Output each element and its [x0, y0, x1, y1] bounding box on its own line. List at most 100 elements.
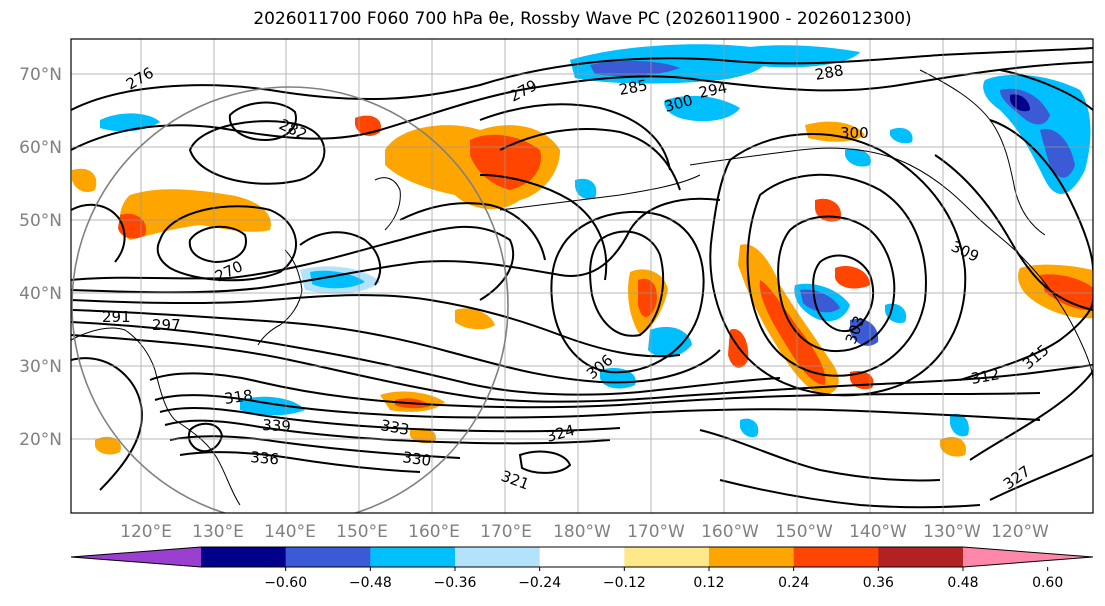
contour-label: 291: [102, 308, 131, 326]
positive-anomaly-region: [119, 189, 271, 240]
contour-line: [719, 479, 981, 509]
colorbar-label: −0.60: [264, 575, 307, 591]
contour-label: 336: [250, 448, 280, 468]
contour-line: [299, 231, 382, 286]
colorbar-label: 0.12: [693, 575, 724, 591]
contour-line: [71, 321, 781, 396]
negative-anomaly-region: [1040, 129, 1075, 178]
positive-anomaly-region: [638, 278, 657, 318]
contour-label: 288: [814, 61, 845, 84]
lon-label: 120°W: [991, 522, 1049, 542]
positive-anomaly-region: [455, 308, 495, 330]
negative-anomaly-region: [890, 127, 913, 144]
colorbar-segment: [285, 547, 371, 567]
lon-label: 160°W: [701, 522, 759, 542]
lon-label: 130°W: [923, 522, 981, 542]
negative-anomaly-region: [664, 95, 740, 122]
negative-anomaly-region: [845, 148, 871, 167]
lat-label: 40°N: [19, 284, 62, 304]
contour-line: [550, 211, 705, 374]
lon-label: 120°E: [120, 522, 172, 542]
longitude-labels: 120°E 130°E 140°E 150°E 160°E 170°E 180°…: [120, 522, 1049, 542]
coastlines: [71, 69, 1093, 506]
contour-line: [71, 309, 721, 384]
contour-line: [989, 119, 1093, 271]
map-panel: 276 279 282 285 288 294 300 303 306 309 …: [71, 39, 1093, 513]
colorbar: −0.60 −0.48 −0.36 −0.24 −0.12 0.12 0.24 0.36 0.4…: [70, 546, 1094, 591]
negative-anomaly-region: [740, 418, 759, 438]
lon-label: 150°E: [336, 522, 388, 542]
contour-label: 300: [840, 124, 869, 142]
colorbar-label: −0.48: [349, 575, 392, 591]
contour-line: [479, 103, 671, 171]
colorbar-segment: [539, 547, 625, 567]
contour-line: [589, 230, 664, 337]
positive-anomaly-region: [940, 436, 966, 457]
colorbar-label: 0.60: [1032, 575, 1063, 591]
contour-line: [399, 202, 546, 261]
latitude-labels: 70°N 60°N 50°N 40°N 30°N 20°N: [19, 65, 62, 450]
range-ring: [71, 86, 509, 513]
map-frame: [70, 38, 1094, 514]
colorbar-segment: [709, 547, 795, 567]
coastline-na: [919, 69, 1046, 236]
contour-line: [169, 435, 461, 459]
negative-anomaly-region: [800, 289, 840, 313]
colorbar-segment: [455, 547, 541, 567]
colorbar-label: 0.48: [947, 575, 978, 591]
colorbar-segment: [370, 547, 456, 567]
negative-anomaly-region: [950, 413, 969, 437]
contour-label: 318: [223, 386, 254, 408]
positive-anomaly-region: [72, 168, 97, 192]
lon-label: 130°E: [192, 522, 244, 542]
colorbar-extend-low: [71, 547, 201, 567]
positive-anomaly-region: [805, 121, 865, 142]
contour-line: [709, 133, 967, 397]
negative-anomaly-region: [310, 270, 365, 289]
contour-line: [479, 174, 608, 281]
positive-anomaly-region: [95, 436, 121, 455]
contour-line: [179, 451, 421, 473]
contour-line: [71, 334, 1093, 403]
lat-label: 50°N: [19, 211, 62, 231]
negative-anomaly-region: [600, 367, 636, 389]
colorbar-label: −0.36: [434, 575, 477, 591]
colorbar-segment: [624, 547, 710, 567]
coastline-alaska: [689, 147, 1093, 381]
contour-line: [934, 154, 1093, 311]
colorbar-segment: [201, 547, 287, 567]
colorbar-outline: [70, 546, 1094, 568]
contour-line: [71, 197, 721, 294]
map-title: 2026011700 F060 700 hPa θe, Rossby Wave …: [253, 9, 912, 29]
colorbar-label: −0.12: [603, 575, 646, 591]
contour-label: 312: [970, 365, 1001, 388]
contour-line: [746, 173, 927, 377]
lon-label: 150°W: [775, 522, 833, 542]
lon-label: 140°E: [264, 522, 316, 542]
negative-anomaly-region: [575, 178, 597, 200]
colorbar-segment: [878, 547, 964, 567]
positive-anomaly-region: [759, 280, 826, 385]
contour-line: [959, 299, 1093, 381]
contour-line: [71, 294, 681, 358]
colorbar-extend-high: [963, 547, 1093, 567]
contour-label: 297: [152, 316, 181, 334]
contour-line: [999, 69, 1093, 111]
contour-line: [228, 101, 297, 142]
contour-line: [699, 429, 941, 482]
lon-label: 180°W: [553, 522, 611, 542]
colorbar-segment: [793, 547, 879, 567]
lon-label: 160°E: [408, 522, 460, 542]
contour-label: 339: [262, 416, 292, 435]
colorbar-label: 0.36: [863, 575, 894, 591]
colorbar-label: 0.24: [778, 575, 809, 591]
contour-line: [188, 225, 247, 264]
contour-label: 330: [401, 448, 432, 470]
contour-label: 333: [379, 416, 410, 439]
coastline-asia: [71, 327, 241, 506]
lat-label: 20°N: [19, 430, 62, 450]
contour-line: [812, 254, 875, 333]
contour-line: [969, 369, 1093, 461]
lat-label: 60°N: [19, 138, 62, 158]
lat-label: 30°N: [19, 357, 62, 377]
